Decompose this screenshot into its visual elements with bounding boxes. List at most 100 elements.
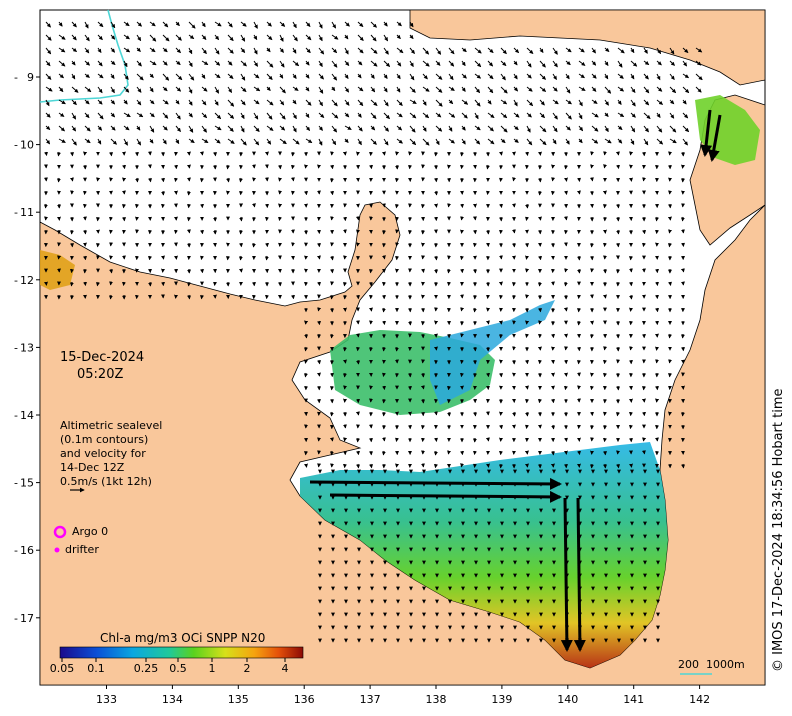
- velocity-arrow: [344, 99, 350, 106]
- velocity-arrow: [149, 99, 155, 105]
- velocity-arrow: [214, 86, 220, 94]
- velocity-arrow: [278, 216, 282, 222]
- velocity-arrow: [123, 125, 130, 131]
- velocity-arrow: [110, 99, 116, 105]
- velocity-arrow: [240, 47, 246, 54]
- velocity-arrow: [396, 34, 401, 40]
- velocity-arrow: [200, 229, 205, 235]
- velocity-arrow: [123, 47, 131, 53]
- velocity-arrow: [149, 47, 156, 53]
- velocity-arrow: [641, 450, 646, 455]
- velocity-arrow: [291, 294, 296, 300]
- velocity-arrow: [422, 112, 430, 119]
- velocity-arrow: [551, 424, 556, 430]
- velocity-arrow: [200, 268, 205, 274]
- velocity-arrow: [238, 255, 243, 261]
- velocity-arrow: [682, 73, 690, 79]
- lat-tick-sign: -: [14, 274, 18, 287]
- velocity-arrow: [356, 242, 361, 247]
- velocity-arrow: [108, 294, 113, 300]
- velocity-arrow: [604, 112, 609, 117]
- velocity-arrow: [305, 21, 311, 27]
- velocity-arrow: [253, 60, 259, 67]
- velocity-arrow: [564, 268, 569, 273]
- velocity-arrow: [487, 47, 494, 54]
- velocity-arrow: [565, 60, 571, 66]
- velocity-arrow: [122, 281, 126, 287]
- velocity-arrow: [448, 73, 454, 81]
- velocity-arrow: [656, 86, 663, 92]
- velocity-arrow: [616, 229, 621, 235]
- velocity-arrow: [617, 112, 625, 118]
- velocity-arrow: [84, 125, 91, 132]
- velocity-arrow: [304, 164, 309, 169]
- velocity-arrow: [513, 125, 519, 131]
- lat-tick-label: 15: [20, 477, 34, 490]
- velocity-arrow: [227, 125, 234, 132]
- velocity-arrow: [500, 86, 508, 94]
- lat-tick-label: 10: [20, 139, 34, 152]
- velocity-arrow: [369, 463, 374, 469]
- velocity-arrow: [526, 47, 534, 54]
- velocity-arrow: [525, 359, 530, 365]
- velocity-arrow: [110, 86, 115, 94]
- lon-tick-label: 137: [360, 693, 381, 706]
- velocity-arrow: [266, 60, 274, 68]
- velocity-arrow: [188, 47, 193, 55]
- lat-tick-label: 9: [27, 71, 34, 84]
- velocity-arrow: [110, 138, 117, 145]
- velocity-arrow: [357, 73, 362, 79]
- velocity-arrow: [292, 21, 297, 29]
- velocity-arrow: [656, 99, 664, 105]
- velocity-arrow: [669, 60, 675, 66]
- velocity-arrow: [617, 99, 622, 105]
- velocity-arrow: [604, 125, 609, 133]
- velocity-arrow: [225, 164, 230, 170]
- lon-tick-label: 141: [623, 693, 644, 706]
- velocity-arrow: [435, 47, 442, 55]
- velocity-arrow: [201, 99, 207, 106]
- velocity-arrow: [331, 34, 339, 40]
- velocity-arrow: [629, 294, 634, 300]
- altimetry-legend: Altimetric sealevel (0.1m contours) and …: [60, 419, 162, 489]
- lon-tick-label: 134: [162, 693, 183, 706]
- velocity-arrow: [58, 125, 65, 132]
- velocity-arrow: [83, 255, 88, 261]
- velocity-arrow: [500, 138, 506, 144]
- velocity-arrow: [279, 138, 287, 145]
- velocity-arrow: [134, 203, 139, 209]
- velocity-arrow: [199, 177, 204, 183]
- velocity-arrow: [240, 125, 245, 133]
- velocity-arrow: [331, 125, 338, 133]
- velocity-arrow: [318, 138, 323, 146]
- velocity-arrow: [552, 99, 559, 105]
- velocity-arrow: [628, 424, 633, 430]
- velocity-arrow: [577, 268, 582, 274]
- velocity-arrow: [123, 21, 130, 27]
- velocity-arrow: [420, 203, 425, 209]
- velocity-arrow: [136, 47, 141, 52]
- velocity-arrow: [304, 190, 309, 196]
- colorbar-title: Chl-a mg/m3 OCi SNPP N20: [100, 631, 266, 645]
- velocity-arrow: [84, 73, 90, 78]
- velocity-arrow: [448, 47, 455, 55]
- colorbar-tick-label: 0.1: [87, 662, 105, 675]
- velocity-arrow: [459, 372, 464, 378]
- velocity-arrow: [682, 99, 687, 105]
- velocity-arrow: [97, 60, 103, 67]
- velocity-arrow: [382, 372, 386, 377]
- velocity-arrow: [602, 203, 607, 209]
- velocity-arrow: [538, 216, 542, 221]
- velocity-arrow: [511, 229, 516, 234]
- velocity-arrow: [513, 73, 518, 80]
- velocity-arrow: [383, 47, 389, 55]
- velocity-arrow: [435, 99, 443, 107]
- velocity-arrow: [331, 21, 337, 29]
- velocity-arrow: [538, 320, 543, 325]
- velocity-arrow: [370, 21, 377, 28]
- velocity-arrow: [552, 73, 557, 81]
- velocity-arrow: [71, 112, 77, 120]
- velocity-arrow: [84, 21, 89, 29]
- velocity-arrow: [656, 138, 664, 145]
- velocity-arrow: [343, 437, 348, 442]
